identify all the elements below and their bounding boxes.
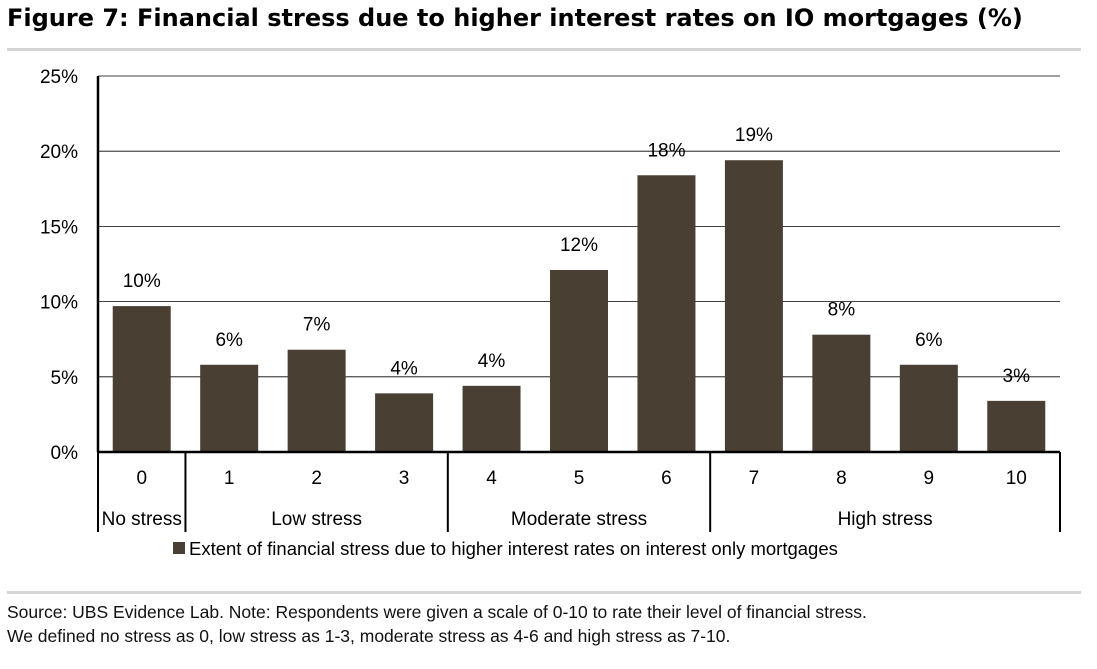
- bar-value-label: 19%: [735, 125, 773, 146]
- x-tick-label: 0: [136, 468, 147, 489]
- bar-value-label: 8%: [828, 300, 856, 321]
- bar: [899, 364, 958, 452]
- x-tick-label: 5: [574, 468, 585, 489]
- source-note: Source: UBS Evidence Lab. Note: Responde…: [7, 600, 867, 648]
- bar: [637, 175, 696, 452]
- x-tick-label: 2: [311, 468, 322, 489]
- bar-value-label: 4%: [390, 358, 418, 379]
- y-tick-label: 0%: [51, 443, 79, 464]
- bar-value-label: 6%: [915, 330, 943, 351]
- bar: [724, 160, 783, 452]
- group-label: High stress: [838, 509, 933, 530]
- top-divider: [7, 48, 1081, 51]
- legend-label: Extent of financial stress due to higher…: [189, 538, 838, 559]
- bar: [287, 349, 346, 452]
- x-tick-label: 8: [836, 468, 847, 489]
- x-tick-label: 6: [661, 468, 672, 489]
- legend: Extent of financial stress due to higher…: [173, 538, 838, 559]
- source-line-2: We defined no stress as 0, low stress as…: [7, 626, 731, 646]
- bar-value-label: 12%: [560, 235, 598, 256]
- bottom-divider: [7, 591, 1081, 594]
- x-tick-label: 3: [399, 468, 410, 489]
- legend-swatch: [173, 542, 185, 554]
- source-line-1: Source: UBS Evidence Lab. Note: Responde…: [7, 602, 867, 622]
- bar-value-label: 10%: [123, 271, 161, 292]
- y-tick-label: 10%: [40, 293, 78, 314]
- x-tick-label: 1: [224, 468, 235, 489]
- bar: [200, 364, 259, 452]
- bar: [812, 334, 871, 452]
- bar: [112, 306, 171, 452]
- bar-chart: 0% 5% 10% 15% 20% 25% 10% 6% 7% 4% 4% 12% 18% 19% 8% 6…: [40, 67, 1061, 559]
- bar-value-label: 3%: [1003, 366, 1031, 387]
- chart-title: Figure 7: Financial stress due to higher…: [7, 4, 1023, 32]
- bar-value-label: 4%: [478, 351, 506, 372]
- y-tick-label: 25%: [40, 67, 78, 88]
- bar-value-label: 18%: [647, 140, 685, 161]
- y-axis: 0% 5% 10% 15% 20% 25%: [40, 67, 100, 464]
- bar: [987, 400, 1046, 452]
- x-tick-label: 9: [924, 468, 935, 489]
- x-tick-label: 10: [1006, 468, 1027, 489]
- bar: [462, 385, 521, 452]
- x-axis: 0 1 2 3 4 5 6 7 8 9 10 No stress Low stress Moderate …: [97, 450, 1061, 532]
- bar: [375, 393, 434, 452]
- y-tick-label: 5%: [51, 368, 79, 389]
- y-tick-label: 15%: [40, 217, 78, 238]
- group-label: Moderate stress: [511, 509, 647, 530]
- bar-value-label: 6%: [215, 330, 243, 351]
- group-label: No stress: [102, 509, 182, 530]
- bars: 10% 6% 7% 4% 4% 12% 18% 19% 8% 6% 3%: [112, 125, 1046, 452]
- x-tick-label: 7: [749, 468, 760, 489]
- group-label: Low stress: [271, 509, 362, 530]
- x-tick-label: 4: [486, 468, 497, 489]
- bar-value-label: 7%: [303, 315, 331, 336]
- bar: [550, 270, 608, 452]
- y-tick-label: 20%: [40, 142, 78, 163]
